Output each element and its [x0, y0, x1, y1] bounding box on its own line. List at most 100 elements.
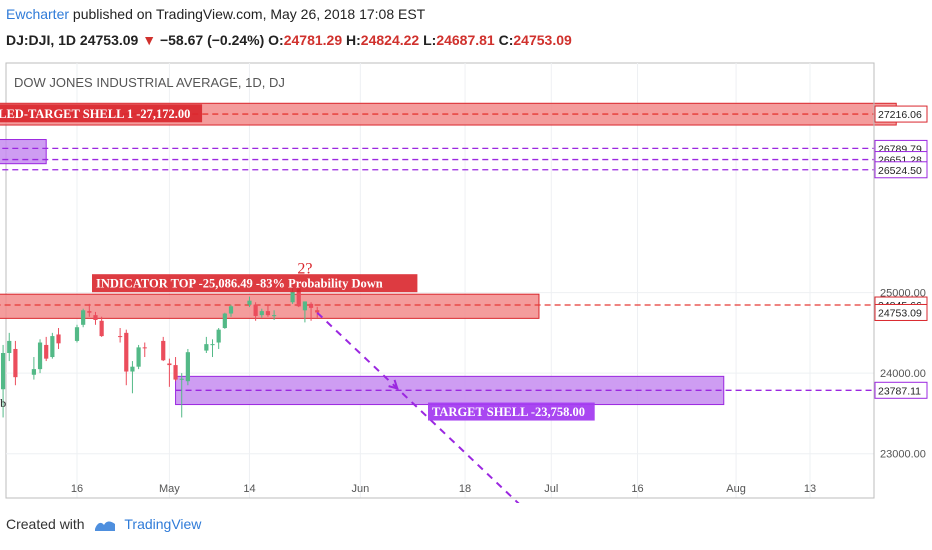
candle: [167, 358, 172, 387]
candle-body: [296, 288, 301, 307]
candle-body: [204, 344, 209, 351]
candle: [173, 357, 178, 382]
candle: [265, 304, 271, 317]
candle: [315, 306, 320, 318]
price-change: −58.67 (−0.24%): [159, 32, 265, 48]
candle: [56, 328, 61, 349]
candle-body: [37, 342, 43, 370]
candle: [13, 340, 18, 386]
candle-body: [93, 315, 98, 320]
candle-body: [130, 366, 135, 372]
candle-body: [216, 329, 221, 343]
x-tick-label: Jun: [351, 483, 369, 495]
wave-annotation: 2?: [297, 260, 312, 277]
candle: [136, 344, 141, 370]
zone-label-bg: [92, 274, 418, 293]
x-tick-label: 16: [631, 483, 643, 495]
candle-body: [31, 369, 36, 375]
candle-body: [81, 310, 86, 325]
candle: [99, 316, 104, 337]
grid-lines: [6, 63, 874, 498]
tradingview-logo-icon: [95, 521, 116, 532]
candle: [247, 296, 252, 308]
author-link[interactable]: Ewcharter: [6, 6, 70, 22]
close-label: C:: [498, 32, 514, 48]
zone-label: TARGET SHELL -23,758.00: [428, 402, 595, 421]
price-tag-text: 26524.50: [878, 165, 922, 177]
price-chart[interactable]: DOW JONES INDUSTRIAL AVERAGE, 1D, DJ FILL…: [0, 58, 932, 503]
x-tick-label: May: [159, 483, 180, 495]
ohlc-line: DJ:DJI, 1D 24753.09 ▼ −58.67 (−0.24%) O:…: [6, 32, 572, 48]
price-tag-box: [874, 381, 928, 399]
y-tick-label: 23000.00: [880, 449, 926, 461]
symbol-label: DJ:DJI, 1D: [6, 32, 77, 48]
high-value: 24824.22: [360, 32, 420, 48]
candle-body: [167, 363, 172, 366]
tradingview-brand[interactable]: TradingView: [124, 516, 202, 532]
open-value: 24781.29: [283, 32, 343, 48]
published-text: published on TradingView.com, May 26, 20…: [72, 6, 426, 22]
footer: Created with TradingView: [6, 516, 201, 533]
candle-body: [74, 327, 80, 341]
candle-body: [56, 334, 61, 344]
price-tag: 23787.11: [874, 381, 928, 399]
zone-label-text: TARGET SHELL -23,758.00: [432, 405, 585, 419]
candle-body: [185, 352, 190, 382]
candle: [185, 348, 190, 386]
close-value: 24753.09: [513, 32, 572, 48]
price-tag-box: [874, 161, 928, 179]
candle: [210, 339, 215, 358]
candle: [0, 344, 6, 418]
candle-body: [13, 348, 18, 378]
candle-body: [118, 336, 123, 338]
price-tag-text: 23787.11: [878, 385, 921, 397]
x-tick-label: 14: [243, 483, 255, 495]
candle: [124, 329, 129, 386]
low-label: L:: [423, 32, 437, 48]
price-tag-box: [874, 105, 928, 123]
candle: [308, 302, 314, 321]
x-tick-label: 16: [71, 483, 83, 495]
created-with-text: Created with: [6, 516, 85, 532]
candle-body: [228, 306, 234, 314]
x-tick-label: 13: [804, 483, 816, 495]
wave-annotation: b: [0, 396, 6, 410]
candle-body: [0, 353, 6, 390]
high-label: H:: [346, 32, 361, 48]
candle-body: [161, 340, 166, 361]
candle-body: [210, 344, 215, 346]
x-tick-label: 18: [459, 483, 471, 495]
candle-body: [87, 311, 92, 313]
candle: [204, 336, 209, 353]
price-tag: 24753.09: [874, 303, 928, 321]
candle: [179, 373, 184, 418]
candle: [81, 308, 86, 328]
candle: [7, 332, 12, 362]
zone-label-bg: [0, 104, 203, 123]
y-tick-label: 24000.00: [880, 368, 926, 380]
candle-body: [99, 320, 104, 337]
candle: [118, 328, 123, 343]
candle: [228, 304, 234, 317]
x-tick-label: Aug: [726, 483, 746, 495]
candle-body: [50, 336, 55, 358]
candle: [31, 357, 36, 380]
candle: [44, 336, 49, 362]
candle: [50, 332, 55, 359]
zone-label: FILLED-TARGET SHELL 1 -27,172.00: [0, 104, 203, 123]
candle-body: [247, 300, 252, 305]
candle-body: [136, 347, 141, 367]
candle-body: [272, 315, 277, 317]
candle-body: [253, 304, 258, 316]
candle-body: [173, 365, 178, 380]
zone-label-text: FILLED-TARGET SHELL 1 -27,172.00: [0, 107, 190, 121]
candle-body: [7, 340, 12, 353]
open-label: O:: [268, 32, 284, 48]
candle: [87, 303, 92, 317]
candle-body: [44, 344, 49, 359]
chart-title: DOW JONES INDUSTRIAL AVERAGE, 1D, DJ: [14, 75, 285, 90]
candle-body: [222, 313, 227, 329]
candle-body: [124, 332, 129, 372]
price-tag: 27216.06: [874, 105, 928, 123]
